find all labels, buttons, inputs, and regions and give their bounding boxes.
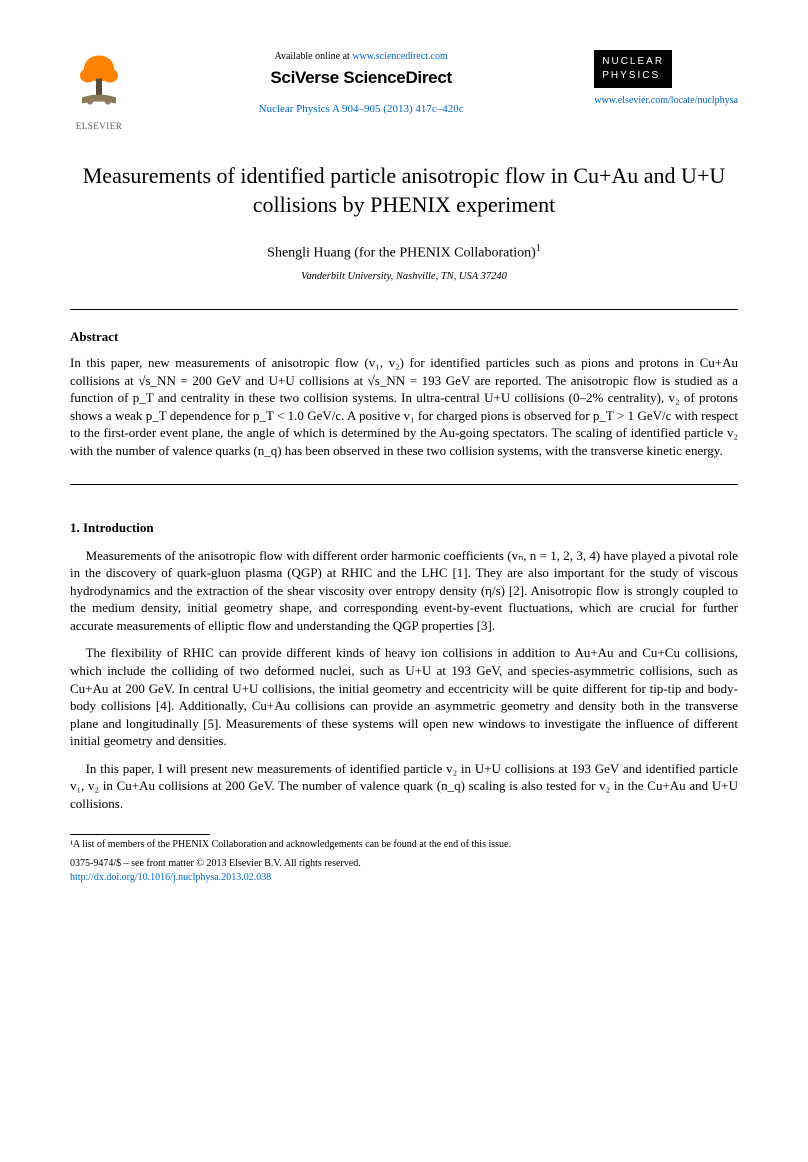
journal-badge-block: NUCLEAR PHYSICS A www.elsevier.com/locat… — [594, 50, 738, 108]
paper-title: Measurements of identified particle anis… — [70, 161, 738, 220]
nuclear-physics-badge: NUCLEAR PHYSICS A — [594, 50, 738, 88]
doi-link[interactable]: http://dx.doi.org/10.1016/j.nuclphysa.20… — [70, 871, 738, 885]
intro-para-2: The flexibility of RHIC can provide diff… — [70, 644, 738, 749]
journal-header: ELSEVIER Available online at www.science… — [70, 50, 738, 133]
abstract-heading: Abstract — [70, 328, 738, 346]
footnote-text: ¹A list of members of the PHENIX Collabo… — [70, 838, 738, 851]
badge-line2: PHYSICS — [602, 69, 664, 83]
available-prefix: Available online at — [274, 51, 352, 62]
copyright-line: 0375-9474/$ – see front matter © 2013 El… — [70, 857, 738, 871]
journal-reference: Nuclear Physics A 904–905 (2013) 417c–42… — [128, 102, 594, 117]
intro-para-3: In this paper, I will present new measur… — [70, 760, 738, 813]
author-name: Shengli Huang (for the PHENIX Collaborat… — [267, 246, 536, 261]
sciverse-brand: SciVerse ScienceDirect — [128, 66, 594, 90]
intro-para-1: Measurements of the anisotropic flow wit… — [70, 547, 738, 635]
elsevier-label: ELSEVIER — [70, 120, 128, 133]
author-affiliation: Vanderbilt University, Nashville, TN, US… — [70, 270, 738, 285]
footnote-rule — [70, 834, 210, 835]
available-online-text: Available online at www.sciencedirect.co… — [128, 50, 594, 64]
elsevier-logo-block: ELSEVIER — [70, 50, 128, 133]
divider-top — [70, 309, 738, 310]
author-footnote-marker: 1 — [536, 243, 541, 254]
abstract-text: In this paper, new measurements of aniso… — [70, 354, 738, 459]
center-header: Available online at www.sciencedirect.co… — [128, 50, 594, 117]
badge-letter-a: A — [676, 55, 690, 83]
author-line: Shengli Huang (for the PHENIX Collaborat… — [70, 242, 738, 263]
elsevier-tree-icon — [70, 50, 128, 115]
journal-locate-url[interactable]: www.elsevier.com/locate/nuclphysa — [594, 94, 738, 108]
section-1-heading: 1. Introduction — [70, 519, 738, 537]
divider-bottom — [70, 484, 738, 485]
badge-line1: NUCLEAR — [602, 55, 664, 69]
sciencedirect-url[interactable]: www.sciencedirect.com — [352, 51, 447, 62]
